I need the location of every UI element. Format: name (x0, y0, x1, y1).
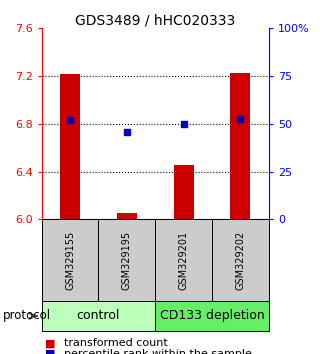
Bar (230, 73, 250, 219)
Text: GSM329202: GSM329202 (236, 230, 245, 290)
Text: GSM329155: GSM329155 (65, 230, 75, 290)
Text: transformed count: transformed count (64, 338, 168, 348)
Text: GSM329195: GSM329195 (122, 230, 132, 290)
Text: protocol: protocol (3, 309, 51, 322)
Title: GDS3489 / hHC020333: GDS3489 / hHC020333 (75, 13, 235, 27)
Bar (60, 74, 80, 219)
Bar (117, 213, 137, 219)
Text: percentile rank within the sample: percentile rank within the sample (64, 349, 252, 354)
Text: ■: ■ (45, 338, 55, 348)
Text: ■: ■ (45, 349, 55, 354)
Text: control: control (77, 309, 120, 322)
Text: GSM329201: GSM329201 (179, 230, 188, 290)
Bar (174, 165, 194, 219)
Text: CD133 depletion: CD133 depletion (160, 309, 264, 322)
